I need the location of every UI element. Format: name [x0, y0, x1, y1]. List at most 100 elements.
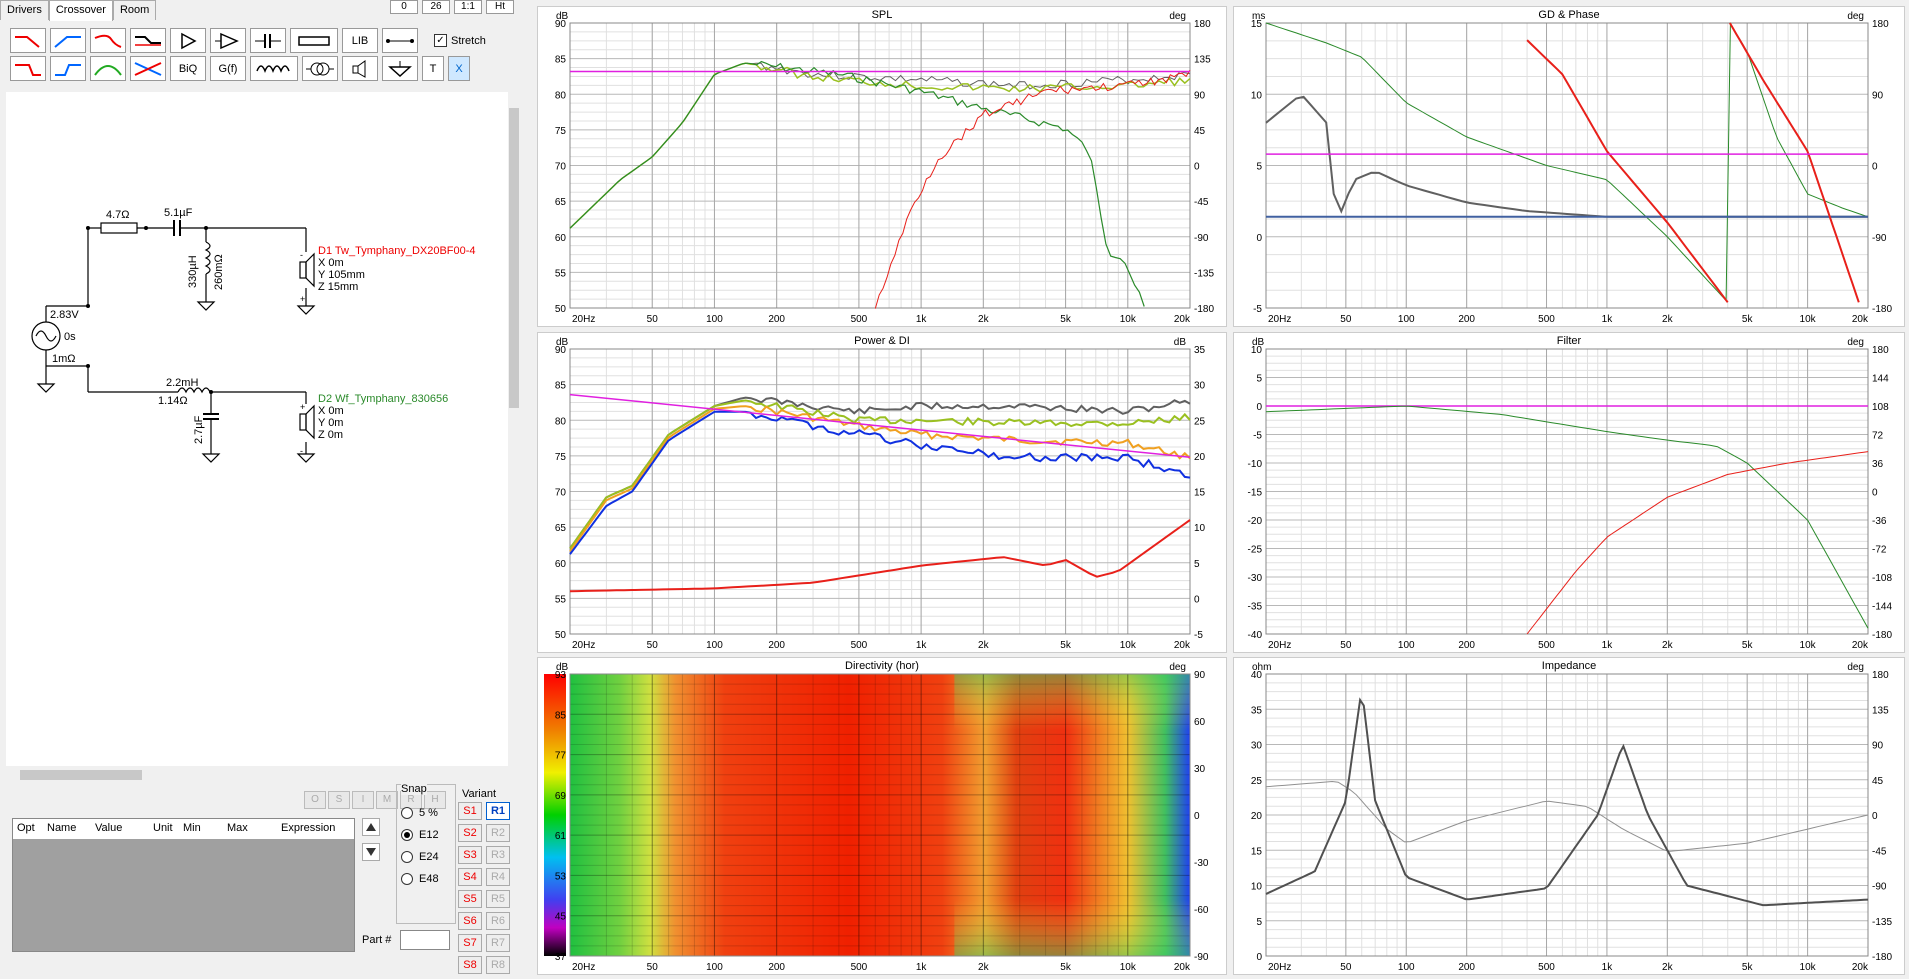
snap-e48-radio[interactable]: [401, 873, 413, 885]
lowpass1-tool[interactable]: [10, 28, 46, 53]
imp-graph[interactable]: Impedance ohm deg 40 35 30 25 20 15 10 5 0 180 135 90 4…: [1233, 657, 1905, 975]
power-graph[interactable]: Power & DI dB dB 90 85 80 75 70 65 60 55 50 35 30 25 20…: [537, 332, 1227, 653]
snap-5pct[interactable]: 5 %: [401, 807, 438, 819]
zoom-1to1-button[interactable]: 1:1: [454, 0, 482, 14]
zoom-0-button[interactable]: 0: [390, 0, 418, 14]
part-input[interactable]: [400, 930, 450, 950]
d2-x: X 0m: [318, 405, 344, 417]
col-min[interactable]: Min: [183, 822, 201, 834]
vscroll-thumb[interactable]: [509, 108, 519, 408]
col-unit[interactable]: Unit: [153, 822, 173, 834]
variant-s2-button[interactable]: S2: [458, 824, 482, 842]
imp-phase-curve: [1265, 780, 1869, 852]
source-voltage: 2.83V: [50, 309, 79, 321]
variant-r6-button[interactable]: R6: [486, 912, 510, 930]
opt-i-button[interactable]: I: [352, 791, 374, 809]
lowpass2-tool[interactable]: [90, 28, 126, 53]
col-name[interactable]: Name: [47, 822, 77, 834]
snap-e12[interactable]: E12: [401, 829, 439, 841]
hscroll-thumb[interactable]: [20, 770, 142, 780]
snap-e24[interactable]: E24: [401, 851, 439, 863]
library-button[interactable]: LIB: [342, 28, 378, 53]
variant-s5-button[interactable]: S5: [458, 890, 482, 908]
power-left-tick: 85: [555, 381, 567, 392]
variant-s3-button[interactable]: S3: [458, 846, 482, 864]
lowpass-steep-tool[interactable]: [10, 56, 46, 81]
schematic-canvas[interactable]: 4.7Ω 5.1µF 330µH 260mΩ 2.83V 0s 1mΩ D1 T…: [6, 92, 508, 766]
spl-freq-tick: 10k: [1120, 314, 1137, 325]
variant-r3-button[interactable]: R3: [486, 846, 510, 864]
filter-right-tick: 0: [1872, 488, 1878, 499]
resistor-icon: [298, 35, 330, 46]
tab-drivers[interactable]: Drivers: [0, 0, 49, 20]
highpass1-tool[interactable]: [50, 28, 86, 53]
notch-tool[interactable]: [130, 56, 166, 81]
gd-graph[interactable]: GD & Phase ms deg 15 10 5 0 -5 180 90 0 -90 -180 20Hz…: [1233, 6, 1905, 327]
variant-s8-button[interactable]: S8: [458, 956, 482, 974]
variant-r5-button[interactable]: R5: [486, 890, 510, 908]
spl-right-tick: 135: [1194, 55, 1211, 66]
tab-crossover[interactable]: Crossover: [48, 0, 113, 21]
resistor-tool[interactable]: [290, 28, 338, 53]
opt-s-button[interactable]: S: [328, 791, 350, 809]
stretch-toggle[interactable]: ✓ Stretch: [434, 34, 486, 47]
optimizer-table[interactable]: Opt Name Value Unit Min Max Expression: [12, 818, 355, 952]
variant-s4-button[interactable]: S4: [458, 868, 482, 886]
spl-graph[interactable]: SPL dB deg 90 85 80 75 70 65 60 55 50 180 135 90 45 0 -45…: [537, 6, 1227, 327]
col-max[interactable]: Max: [227, 822, 248, 834]
variant-r2-button[interactable]: R2: [486, 824, 510, 842]
dir-graph[interactable]: Directivity (hor) dB deg 93 85 77 69 61 53 45 37 90…: [537, 657, 1227, 975]
schematic-hscrollbar[interactable]: [6, 768, 508, 782]
schematic-vscrollbar[interactable]: [508, 92, 520, 766]
snap-e24-radio[interactable]: [401, 851, 413, 863]
bandpass-tool[interactable]: [90, 56, 126, 81]
opt-o-button[interactable]: O: [304, 791, 326, 809]
snap-e48[interactable]: E48: [401, 873, 439, 885]
power-freq-tick: 1k: [916, 640, 928, 651]
opamp-tool[interactable]: [210, 28, 246, 53]
variant-s1-button[interactable]: S1: [458, 802, 482, 820]
filter-right-tick: -180: [1872, 630, 1892, 641]
buffer-tool[interactable]: [170, 28, 206, 53]
wire-tool[interactable]: [382, 28, 418, 53]
dir-left-tick: 61: [555, 831, 567, 842]
text-tool[interactable]: T: [422, 56, 444, 81]
transformer-tool[interactable]: [302, 56, 338, 81]
capacitor-tool[interactable]: [250, 28, 286, 53]
col-value[interactable]: Value: [95, 822, 123, 834]
inductor-tool[interactable]: [250, 56, 298, 81]
stretch-checkbox[interactable]: ✓: [434, 34, 447, 47]
biquad-button[interactable]: BiQ: [170, 56, 206, 81]
gd-left-unit: ms: [1252, 11, 1266, 22]
snap-e12-radio[interactable]: [401, 829, 413, 841]
ground-tool[interactable]: [382, 56, 418, 81]
opt-m-button[interactable]: M: [376, 791, 398, 809]
opt-h-button[interactable]: H: [424, 791, 446, 809]
highpass-steep-tool[interactable]: [50, 56, 86, 81]
transfer-function-button[interactable]: G(f): [210, 56, 246, 81]
variant-s7-button[interactable]: S7: [458, 934, 482, 952]
imp-left-tick: 0: [1256, 952, 1262, 963]
power-right-unit: dB: [1173, 337, 1186, 348]
power-right-tick: -5: [1194, 630, 1203, 641]
d2-y: Y 0m: [318, 417, 343, 429]
gd-right-tick: -90: [1872, 233, 1887, 244]
snap-5pct-radio[interactable]: [401, 807, 413, 819]
move-up-button[interactable]: [362, 818, 380, 836]
driver-tool[interactable]: [342, 56, 378, 81]
col-opt[interactable]: Opt: [17, 822, 35, 834]
col-expression[interactable]: Expression: [281, 822, 336, 834]
move-down-button[interactable]: [362, 843, 380, 861]
variant-r8-button[interactable]: R8: [486, 956, 510, 974]
variant-r1-button[interactable]: R1: [486, 802, 510, 820]
variant-r4-button[interactable]: R4: [486, 868, 510, 886]
delete-tool[interactable]: X: [448, 56, 470, 81]
fit-height-button[interactable]: Ht: [486, 0, 514, 14]
filter-graph[interactable]: Filter dB deg 10 5 0 -5 -10 -15 -20 -25 -30 -35 -40 18…: [1233, 332, 1905, 653]
shelf-tool[interactable]: [130, 28, 166, 53]
variant-r7-button[interactable]: R7: [486, 934, 510, 952]
variant-s6-button[interactable]: S6: [458, 912, 482, 930]
tab-room[interactable]: Room: [112, 0, 157, 20]
snap-e24-label: E24: [419, 851, 439, 863]
zoom-26-button[interactable]: 26: [422, 0, 450, 14]
